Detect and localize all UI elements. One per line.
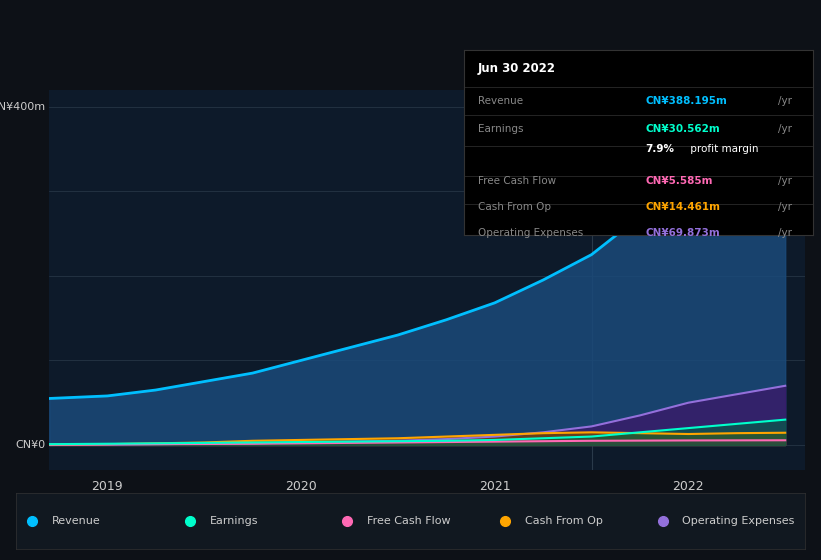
Text: Earnings: Earnings xyxy=(209,516,258,526)
Text: Free Cash Flow: Free Cash Flow xyxy=(367,516,451,526)
Text: /yr: /yr xyxy=(778,124,792,134)
Text: /yr: /yr xyxy=(778,228,792,239)
Text: Cash From Op: Cash From Op xyxy=(478,202,551,212)
Text: CN¥14.461m: CN¥14.461m xyxy=(645,202,720,212)
Text: /yr: /yr xyxy=(778,176,792,186)
Text: profit margin: profit margin xyxy=(687,144,759,154)
Text: /yr: /yr xyxy=(778,202,792,212)
Text: Cash From Op: Cash From Op xyxy=(525,516,603,526)
Text: Revenue: Revenue xyxy=(52,516,101,526)
Text: CN¥388.195m: CN¥388.195m xyxy=(645,96,727,106)
Text: Operating Expenses: Operating Expenses xyxy=(682,516,795,526)
Text: /yr: /yr xyxy=(778,96,792,106)
Text: CN¥30.562m: CN¥30.562m xyxy=(645,124,720,134)
Text: Operating Expenses: Operating Expenses xyxy=(478,228,583,239)
Text: CN¥69.873m: CN¥69.873m xyxy=(645,228,720,239)
Text: CN¥5.585m: CN¥5.585m xyxy=(645,176,713,186)
Text: Jun 30 2022: Jun 30 2022 xyxy=(478,62,556,76)
Text: Revenue: Revenue xyxy=(478,96,523,106)
Text: Free Cash Flow: Free Cash Flow xyxy=(478,176,556,186)
Text: 7.9%: 7.9% xyxy=(645,144,674,154)
Text: Earnings: Earnings xyxy=(478,124,523,134)
Text: CN¥400m: CN¥400m xyxy=(0,101,45,111)
Text: CN¥0: CN¥0 xyxy=(16,440,45,450)
